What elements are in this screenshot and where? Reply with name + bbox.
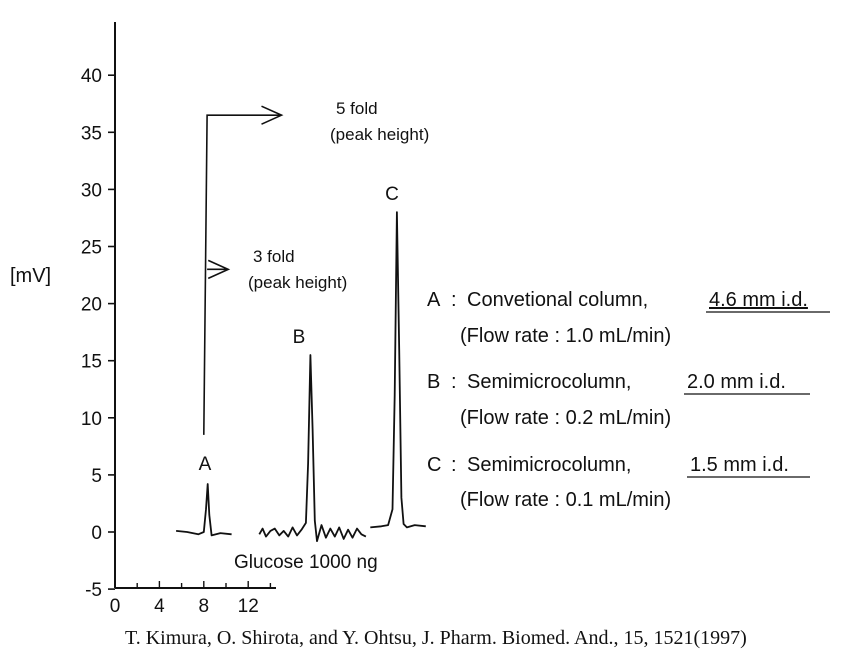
x-tick-label: 8 [199, 596, 210, 617]
citation: T. Kimura, O. Shirota, and Y. Ohtsu, J. … [125, 627, 747, 649]
arrow-group [203, 105, 284, 435]
y-tick-label: -5 [85, 580, 102, 601]
peak-label-b: B [293, 327, 306, 348]
y-axis-label: [mV] [10, 265, 51, 287]
y-tick-label: 35 [81, 123, 102, 144]
y-tick-label: 25 [81, 238, 102, 259]
fold-3-label: 3 fold [253, 247, 295, 266]
x-tick-group: 0 4 8 12 [110, 581, 272, 617]
x-tick-label: 0 [110, 596, 121, 617]
legend-column-name: Semimicrocolumn, [467, 454, 631, 476]
legend: A : Convetional column, 4.6 mm i.d. (Flo… [427, 289, 830, 511]
legend-key: A [427, 289, 441, 311]
peak-label-a: A [199, 454, 212, 475]
sample-annotation: Glucose 1000 ng [234, 552, 378, 573]
legend-entry-a: A : Convetional column, 4.6 mm i.d. (Flo… [427, 289, 830, 347]
y-tick-label: 0 [91, 523, 102, 544]
x-tick-label: 4 [154, 596, 165, 617]
legend-column-size: 4.6 mm i.d. [709, 289, 808, 311]
legend-flow-rate: (Flow rate : 0.1 mL/min) [460, 489, 671, 511]
fold-5-arrow [203, 114, 282, 435]
y-tick-label: 40 [81, 66, 102, 87]
legend-column-name: Convetional column, [467, 289, 648, 311]
y-tick-label: 15 [81, 352, 102, 373]
trace-group [176, 211, 426, 542]
y-tick-label: 30 [81, 180, 102, 201]
legend-separator: : [451, 289, 457, 311]
fold-5-arrow-head [261, 105, 284, 125]
trace-a [176, 483, 232, 537]
legend-separator: : [451, 454, 457, 476]
legend-flow-rate: (Flow rate : 1.0 mL/min) [460, 325, 671, 347]
peak-label-c: C [385, 184, 399, 205]
legend-entry-c: C : Semimicrocolumn, 1.5 mm i.d. (Flow r… [427, 454, 810, 511]
y-tick-label: 5 [91, 466, 102, 487]
y-tick-label: 20 [81, 295, 102, 316]
fold-3-sublabel: (peak height) [248, 273, 347, 292]
y-tick-label: 10 [81, 409, 102, 430]
fold-3-arrow-head [207, 259, 231, 280]
y-tick-group: -5 0 5 10 15 20 25 30 35 40 [81, 66, 115, 601]
legend-column-size: 2.0 mm i.d. [687, 371, 786, 393]
trace-b [258, 354, 367, 542]
legend-column-name: Semimicrocolumn, [467, 371, 631, 393]
fold-5-sublabel: (peak height) [330, 125, 429, 144]
legend-entry-b: B : Semimicrocolumn, 2.0 mm i.d. (Flow r… [427, 371, 810, 429]
x-tick-label: 12 [238, 596, 259, 617]
legend-key: C [427, 454, 441, 476]
trace-c [370, 211, 426, 529]
legend-key: B [427, 371, 440, 393]
legend-separator: : [451, 371, 457, 393]
legend-column-size: 1.5 mm i.d. [690, 454, 789, 476]
fold-5-label: 5 fold [336, 99, 378, 118]
legend-flow-rate: (Flow rate : 0.2 mL/min) [460, 407, 671, 429]
